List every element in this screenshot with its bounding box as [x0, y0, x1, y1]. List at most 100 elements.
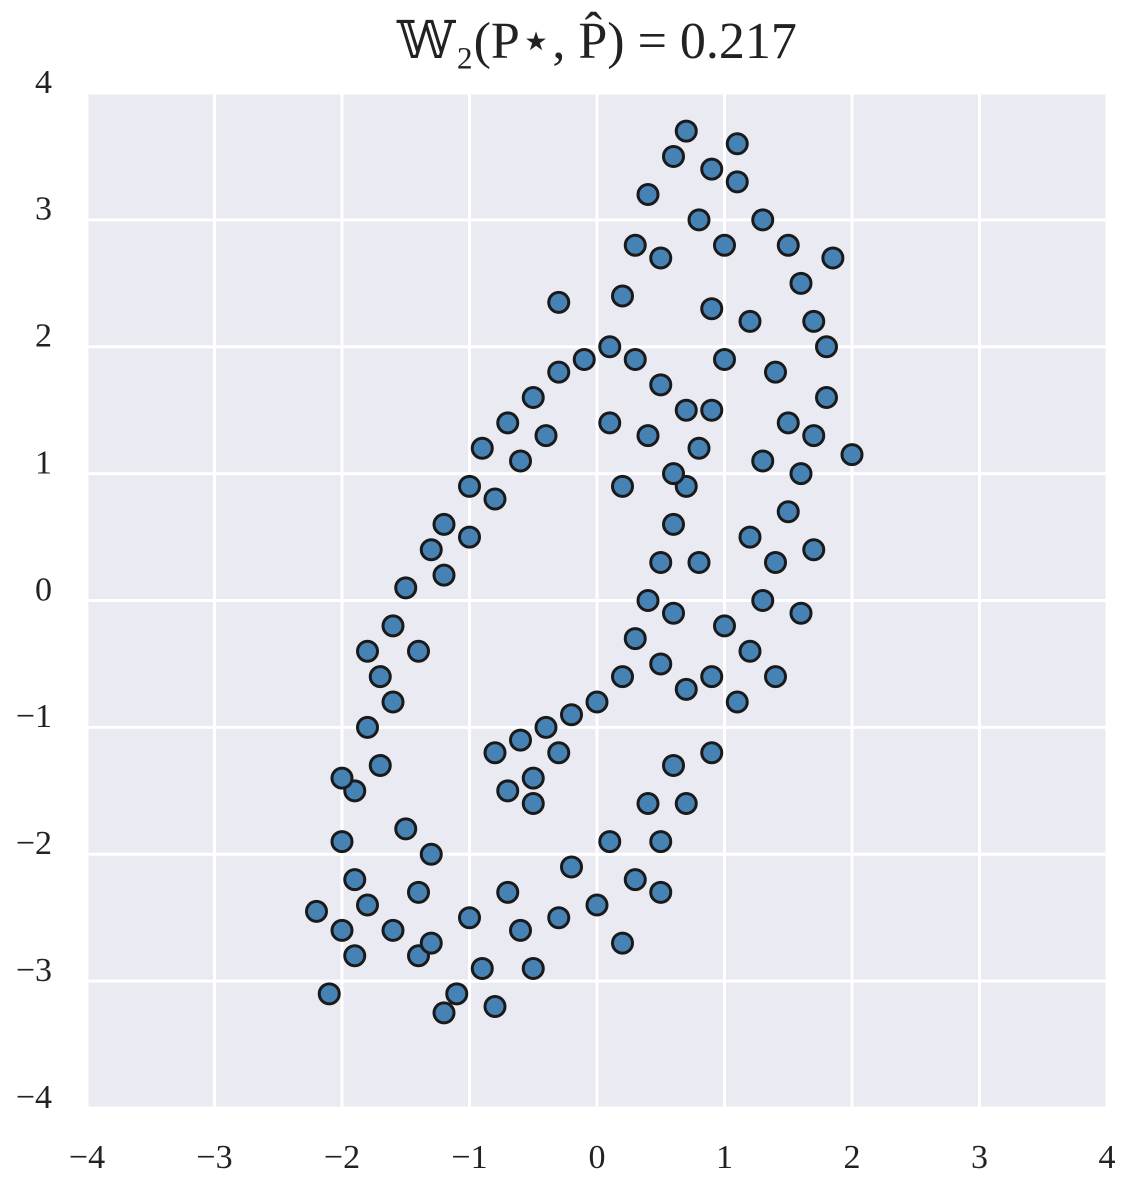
point: [623, 233, 647, 257]
y-tick-label: −4: [16, 1079, 52, 1116]
point: [636, 792, 660, 815]
point: [840, 443, 864, 467]
x-tick-label: 0: [589, 1139, 606, 1176]
point: [598, 830, 622, 854]
point: [649, 550, 673, 574]
point: [802, 538, 826, 562]
point: [458, 474, 481, 498]
point: [789, 271, 813, 295]
y-tick-label: 3: [35, 191, 52, 228]
x-tick-label: 4: [1099, 1139, 1116, 1176]
point: [305, 899, 328, 923]
point: [636, 589, 660, 612]
point: [585, 893, 609, 917]
point: [560, 703, 583, 727]
point: [738, 525, 762, 549]
point: [764, 665, 787, 689]
point: [700, 157, 724, 181]
point: [521, 792, 545, 815]
point: [330, 918, 354, 942]
x-tick-label: −2: [324, 1139, 360, 1176]
point: [738, 639, 762, 663]
point: [687, 208, 711, 232]
point: [356, 715, 379, 739]
point: [649, 880, 673, 904]
point: [713, 614, 736, 638]
point: [598, 335, 622, 359]
x-tick-label: 3: [971, 1139, 988, 1176]
y-tick-label: −1: [16, 698, 52, 735]
point: [381, 690, 405, 714]
point: [521, 956, 545, 980]
point: [419, 842, 443, 866]
point: [821, 246, 845, 270]
point: [381, 918, 405, 942]
point: [470, 436, 494, 460]
x-tick-label: −3: [196, 1139, 232, 1176]
point: [419, 538, 443, 562]
point: [636, 183, 660, 206]
y-tick-label: 2: [35, 318, 52, 355]
point: [662, 512, 685, 536]
point: [700, 741, 724, 765]
y-tick-label: −3: [16, 952, 52, 989]
point: [611, 474, 634, 498]
point: [611, 665, 634, 689]
point: [649, 830, 673, 854]
point: [687, 550, 711, 574]
point: [509, 918, 532, 942]
point: [534, 715, 558, 739]
point: [662, 462, 685, 486]
point: [674, 398, 698, 422]
point: [521, 766, 545, 790]
point: [547, 360, 571, 384]
point: [662, 601, 685, 625]
point: [407, 639, 430, 663]
point: [356, 639, 379, 663]
point: [687, 436, 711, 460]
y-tick-label: −2: [16, 825, 52, 862]
point: [725, 170, 749, 194]
point: [432, 1001, 456, 1025]
x-tick-label: −1: [451, 1139, 487, 1176]
point: [802, 424, 826, 448]
point: [764, 360, 787, 384]
point: [598, 411, 622, 435]
point: [496, 779, 520, 803]
point: [815, 386, 838, 409]
point: [725, 132, 749, 156]
point: [649, 373, 673, 397]
point: [317, 982, 341, 1006]
point: [611, 284, 634, 308]
point: [713, 347, 736, 371]
point: [445, 982, 469, 1006]
point: [713, 233, 736, 257]
point: [674, 677, 698, 701]
point: [700, 398, 724, 422]
point: [432, 512, 456, 536]
point: [432, 563, 456, 587]
point: [674, 792, 698, 815]
point: [509, 449, 532, 473]
point: [585, 690, 609, 714]
point: [330, 766, 354, 790]
point: [394, 817, 418, 841]
point: [623, 627, 647, 651]
y-tick-label: 4: [35, 64, 52, 101]
point: [547, 290, 571, 314]
point: [483, 995, 507, 1018]
point: [458, 525, 481, 549]
chart-title: 𝕎₂(P⋆, P̂) = 0.217: [396, 11, 797, 70]
point: [407, 880, 430, 904]
point: [776, 411, 800, 435]
point: [751, 589, 775, 612]
point: [496, 880, 520, 904]
point: [483, 487, 507, 511]
point: [521, 386, 545, 409]
point: [534, 424, 558, 448]
point: [674, 119, 698, 143]
point: [751, 449, 775, 473]
point: [662, 753, 685, 777]
